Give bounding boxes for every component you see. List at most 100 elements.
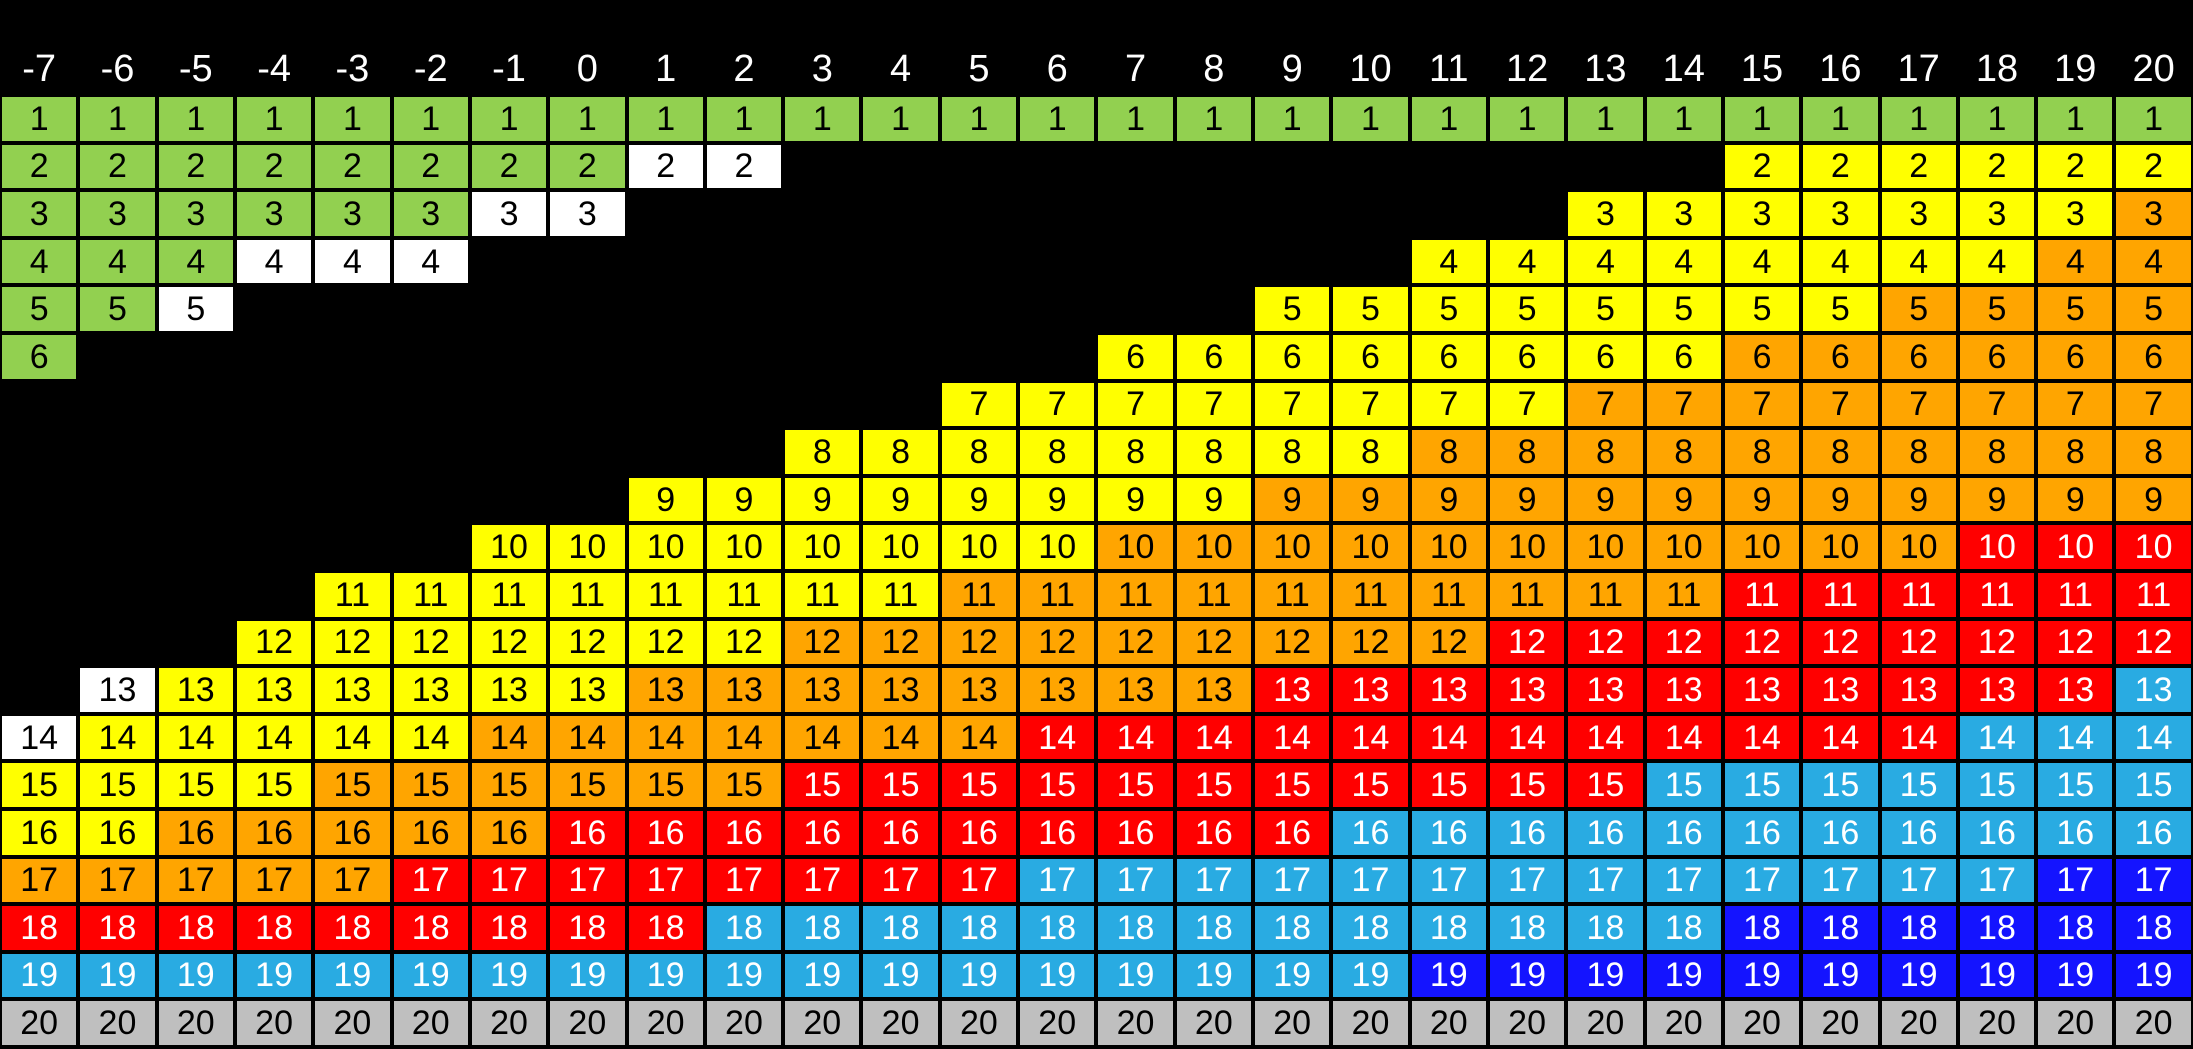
cell: 15	[548, 761, 627, 809]
cell: 20	[1409, 999, 1488, 1047]
cell: 6	[1487, 332, 1567, 381]
cell: 17	[469, 856, 549, 905]
cell: 16	[939, 808, 1019, 857]
cell: 18	[469, 904, 549, 952]
cell: 15	[1879, 761, 1958, 809]
cell: 16	[861, 808, 940, 857]
cell: 3	[1644, 190, 1723, 238]
empty-cell	[313, 333, 391, 381]
cell: 20	[1801, 999, 1880, 1047]
column-header: 12	[1505, 48, 1549, 90]
cell: 16	[1096, 808, 1175, 857]
cell: 19	[2036, 951, 2115, 1000]
cell: 13	[313, 666, 392, 714]
cell: 4	[78, 237, 157, 286]
empty-cell	[235, 381, 313, 429]
cell: 12	[1879, 618, 1958, 667]
empty-cell	[0, 428, 78, 476]
empty-cell	[705, 285, 783, 333]
cell: 4	[0, 237, 79, 286]
cell: 13	[1018, 666, 1097, 714]
cell: 12	[1096, 618, 1175, 667]
empty-cell	[1331, 238, 1409, 286]
empty-cell	[783, 333, 861, 381]
cell: 6	[1957, 332, 2037, 381]
cell: 13	[2114, 666, 2193, 714]
cell: 17	[2036, 856, 2115, 905]
cell: 1	[78, 95, 157, 143]
cell: 20	[626, 999, 705, 1047]
empty-cell	[705, 428, 783, 476]
cell: 20	[1487, 999, 1567, 1047]
cell: 16	[156, 808, 235, 857]
cell: 12	[1722, 618, 1802, 667]
cell: 2	[78, 142, 157, 191]
column-header: -1	[492, 48, 526, 90]
cell: 8	[939, 428, 1019, 476]
cell: 15	[156, 761, 235, 809]
cell: 1	[626, 95, 705, 143]
cell: 1	[1253, 95, 1332, 143]
cell: 11	[1957, 570, 2037, 619]
cell: 3	[548, 190, 627, 238]
cell: 1	[1644, 95, 1723, 143]
cell: 16	[234, 808, 314, 857]
cell: 16	[2036, 808, 2115, 857]
cell: 9	[1018, 475, 1097, 524]
cell: 3	[313, 190, 392, 238]
cell: 18	[78, 904, 157, 952]
cell: 9	[704, 475, 784, 524]
cell: 6	[1801, 332, 1880, 381]
cell: 4	[1879, 237, 1958, 286]
table-row: 14 14 14 14 14 14 14 14 14 14 14 14 14 14 14 14 14 14 14 14…	[0, 713, 2193, 762]
cell: 9	[1957, 475, 2037, 524]
column-header: 14	[1662, 48, 1705, 90]
column-header: 13	[1584, 48, 1627, 90]
cell: 11	[939, 570, 1019, 619]
empty-cell	[78, 428, 156, 476]
empty-cell	[783, 190, 861, 238]
cell: 18	[1644, 904, 1723, 952]
table-row: 11 11 11 11 11 11 11 11 11 11 11 11 11 11 11 11 11 11 11 11…	[0, 570, 2193, 619]
column-header: -6	[100, 48, 135, 90]
cell: 19	[1566, 951, 1645, 1000]
cell: 19	[704, 951, 784, 1000]
cell: 1	[0, 95, 79, 143]
cell: 12	[704, 618, 784, 667]
cell: 13	[1722, 666, 1802, 714]
cell: 14	[234, 713, 314, 762]
cell: 11	[626, 570, 705, 619]
empty-cell	[470, 428, 548, 476]
cell: 13	[2036, 666, 2115, 714]
cell: 16	[1879, 808, 1958, 857]
cell: 14	[1644, 713, 1723, 762]
cell: 5	[1801, 285, 1880, 333]
cell: 7	[939, 380, 1019, 429]
empty-cell	[0, 381, 78, 429]
column-header: 1	[655, 48, 677, 90]
cell: 8	[1409, 428, 1488, 476]
cell: 14	[78, 713, 157, 762]
cell: 10	[1879, 523, 1958, 571]
cell: 10	[469, 523, 549, 571]
cell: 9	[1174, 475, 1253, 524]
cell: 5	[1957, 285, 2037, 333]
cell: 15	[1644, 761, 1723, 809]
cell: 11	[1644, 570, 1723, 619]
empty-cell	[861, 190, 939, 238]
cell: 19	[391, 951, 470, 1000]
cell: 2	[1722, 142, 1802, 191]
empty-cell	[1645, 143, 1723, 191]
cell: 7	[1879, 380, 1958, 429]
cell: 13	[783, 666, 862, 714]
empty-cell	[78, 333, 156, 381]
empty-cell	[157, 476, 235, 524]
cell: 9	[2036, 475, 2115, 524]
cell: 12	[1566, 618, 1645, 667]
empty-cell	[157, 428, 235, 476]
cell: 20	[469, 999, 549, 1047]
